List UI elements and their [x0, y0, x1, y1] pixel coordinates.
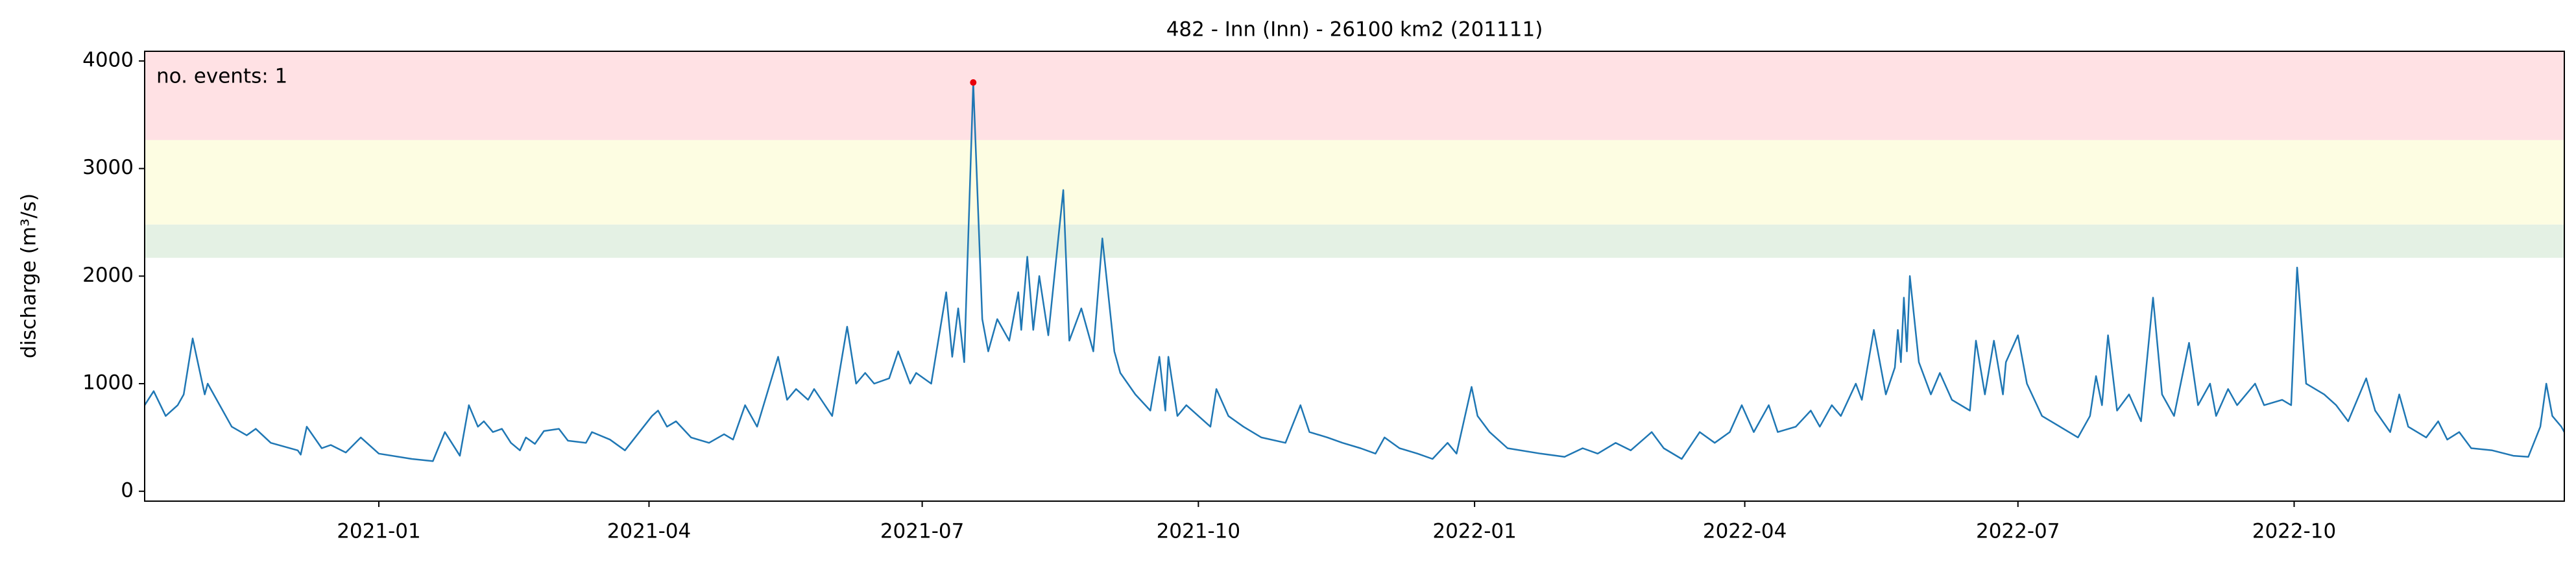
event-count: no. events: 1	[156, 65, 287, 88]
x-tick-label: 2022-10	[2252, 520, 2337, 543]
threshold-band	[145, 224, 2564, 258]
x-tick-label: 2021-07	[880, 520, 965, 543]
x-tick-label: 2021-01	[337, 520, 421, 543]
x-tick-label: 2021-04	[607, 520, 692, 543]
chart-title: 482 - Inn (Inn) - 26100 km2 (201111)	[1166, 18, 1543, 42]
threshold-band	[145, 140, 2564, 225]
y-tick-label: 3000	[82, 156, 134, 179]
y-tick-label: 1000	[82, 371, 134, 395]
y-tick-label: 2000	[82, 264, 134, 287]
x-tick-label: 2022-07	[1976, 520, 2060, 543]
y-tick-label: 0	[121, 478, 134, 502]
x-tick-label: 2021-10	[1157, 520, 1241, 543]
event-marker	[970, 79, 977, 86]
x-tick-label: 2022-04	[1703, 520, 1787, 543]
y-axis-label: discharge (m³/s)	[18, 193, 41, 358]
x-tick-label: 2022-01	[1432, 520, 1517, 543]
discharge-line	[143, 81, 2566, 462]
y-tick-label: 4000	[82, 48, 134, 71]
threshold-band	[145, 51, 2564, 140]
